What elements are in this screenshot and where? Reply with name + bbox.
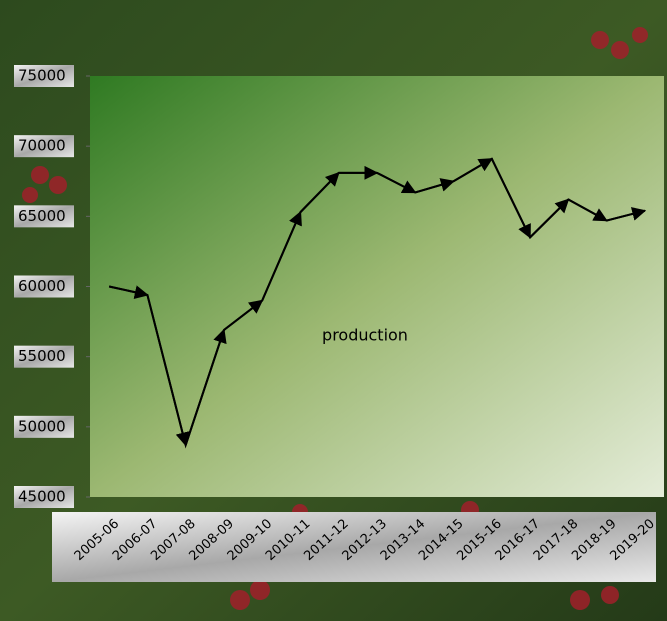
- y-tick-label: 50000: [18, 417, 66, 435]
- y-tick-box: [14, 135, 74, 158]
- plot-area: [90, 76, 664, 497]
- y-tick-label: 70000: [18, 137, 66, 155]
- arrow: [261, 210, 302, 301]
- arrow: [223, 299, 264, 331]
- arrow: [606, 207, 647, 222]
- arrow: [490, 158, 531, 239]
- y-tick-label: 55000: [18, 347, 66, 365]
- y-tick-box: [14, 345, 74, 368]
- arrow: [414, 178, 455, 194]
- y-tick-box: [14, 415, 74, 438]
- arrow: [299, 171, 340, 213]
- y-tick-box: [14, 486, 74, 508]
- y-tick-label: 65000: [18, 207, 66, 225]
- y-tick-label: 45000: [18, 488, 66, 506]
- series-label: production: [322, 326, 408, 345]
- arrow: [108, 285, 149, 300]
- y-tick-label: 60000: [18, 277, 66, 295]
- x-axis-band: [52, 512, 656, 582]
- y-tick-label: 75000: [18, 67, 66, 85]
- arrow: [376, 171, 417, 194]
- y-tick-box: [14, 205, 74, 228]
- arrow: [453, 157, 494, 183]
- y-tick-box: [14, 275, 74, 298]
- arrow: [529, 198, 570, 239]
- arrow: [146, 294, 190, 447]
- y-tick-box: [14, 65, 74, 87]
- arrow: [567, 198, 608, 222]
- arrow: [184, 328, 227, 446]
